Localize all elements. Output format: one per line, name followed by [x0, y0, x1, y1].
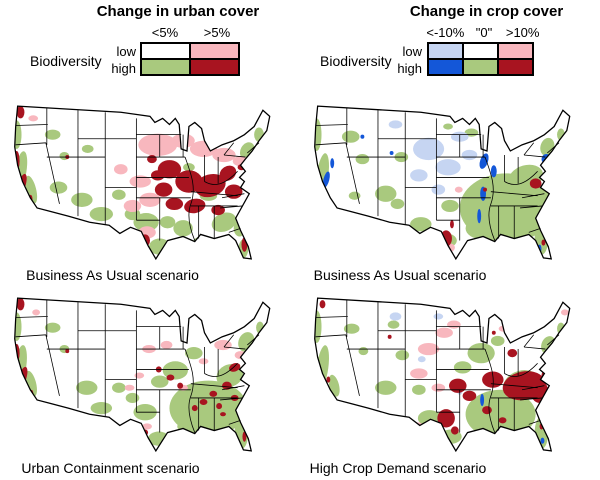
legend-col-header: "0" [475, 25, 493, 40]
legend-color-cell [140, 58, 191, 76]
map-caption: High Crop Demand scenario [309, 460, 487, 476]
us-map-urban-containment [14, 297, 271, 453]
legend-color-cell [462, 42, 499, 60]
legend-color-matrix-urban [140, 42, 240, 76]
legend-row-labels-urban: low high [94, 43, 136, 77]
legend-col-headers-urban: <5% >5% [139, 25, 243, 40]
legend-color-cell [189, 58, 240, 76]
legend-row-header: low [402, 44, 422, 59]
legend-row-header: high [397, 61, 422, 76]
legend-color-cell [427, 58, 464, 76]
biodiversity-label-crop: Biodiversity [320, 53, 392, 69]
legend-title-crop: Change in crop cover [409, 3, 564, 20]
legend-color-cell [497, 58, 534, 76]
map-caption: Urban Containment scenario [21, 460, 200, 476]
map-caption: Business As Usual scenario [26, 267, 199, 283]
legend-col-header: <5% [151, 25, 179, 40]
legend-color-cell [189, 42, 240, 60]
biodiversity-label-urban: Biodiversity [30, 53, 102, 69]
legend-color-cell [497, 42, 534, 60]
legend-row-labels-crop: low high [384, 43, 422, 77]
legend-col-header: >5% [203, 25, 231, 40]
legend-col-header: >10% [505, 25, 540, 40]
legend-color-matrix-crop [427, 42, 534, 76]
legend-row-header: low [116, 44, 136, 59]
legend-color-cell [140, 42, 191, 60]
legend-color-cell [427, 42, 464, 60]
map-caption: Business As Usual scenario [313, 267, 487, 283]
legend-col-header: <-10% [426, 25, 465, 40]
legend-color-cell [462, 58, 499, 76]
us-map-crop-business-as-usual [314, 105, 571, 261]
us-map-high-crop-demand [314, 297, 571, 453]
legend-row-header: high [111, 61, 136, 76]
us-map-urban-business-as-usual [14, 105, 271, 261]
legend-title-urban: Change in urban cover [96, 3, 260, 20]
legend-col-headers-crop: <-10% "0" >10% [426, 25, 542, 40]
